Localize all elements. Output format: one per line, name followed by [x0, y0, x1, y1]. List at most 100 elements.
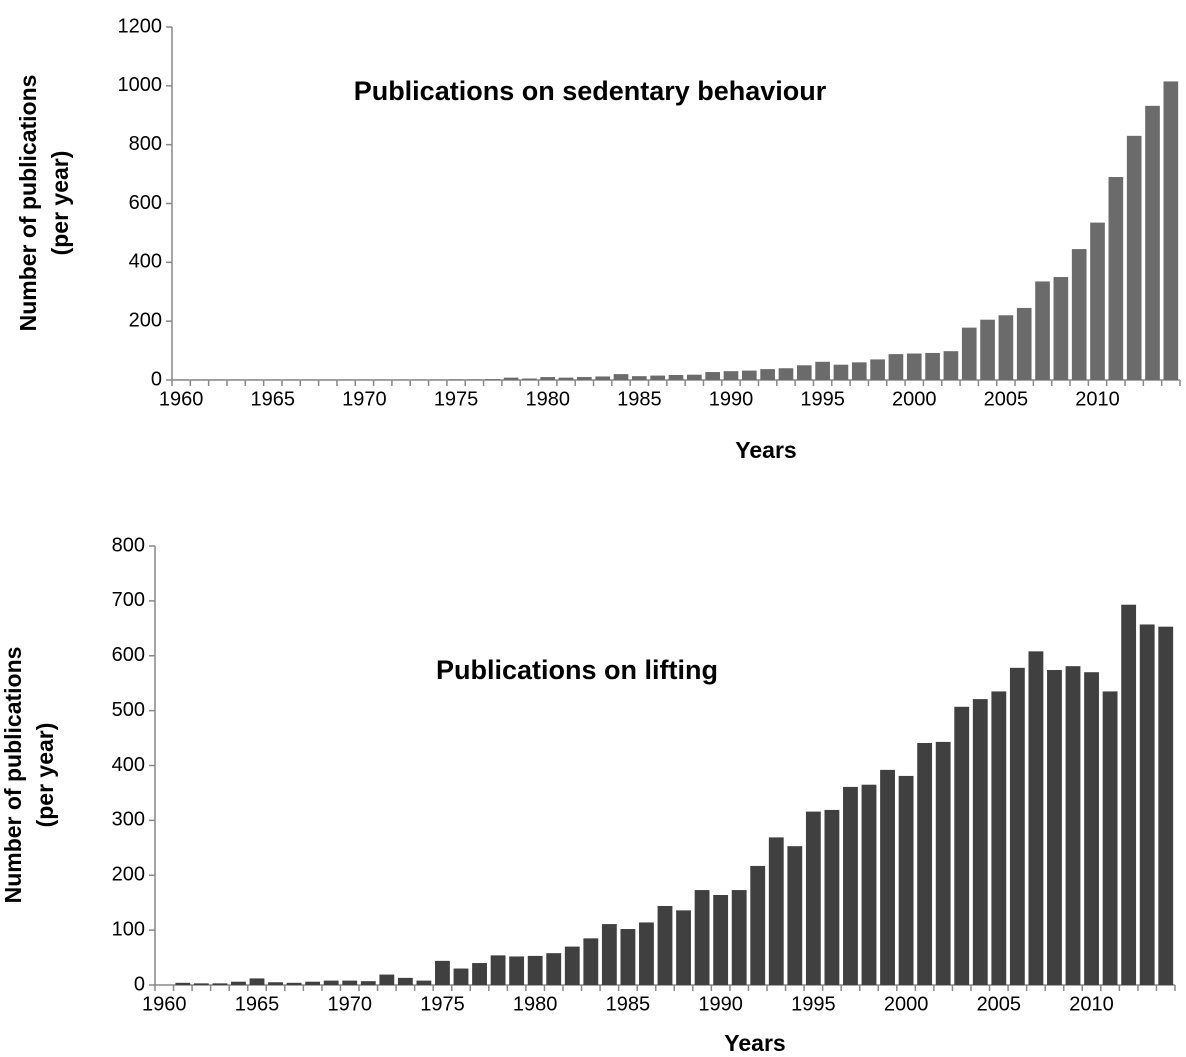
bar [639, 922, 654, 985]
bar [175, 982, 191, 985]
bar [509, 956, 525, 985]
bar [448, 379, 464, 380]
y-axis-title: Number of publications [0, 647, 26, 904]
y-tick-label: 1000 [118, 74, 163, 96]
y-axis-title: Number of publications [15, 75, 41, 332]
bar [961, 327, 977, 380]
bar [1102, 691, 1118, 985]
x-tick-label: 1975 [420, 993, 465, 1015]
x-tick-label: 2005 [984, 388, 1029, 410]
bar [741, 370, 757, 380]
bar [650, 375, 666, 380]
bar [980, 319, 995, 380]
bar [723, 371, 739, 380]
x-tick-label: 1985 [606, 993, 651, 1015]
bar [705, 372, 720, 380]
x-axis-title: Years [724, 1030, 785, 1056]
y-axis-title: (per year) [47, 151, 73, 256]
bar [972, 699, 988, 985]
bar [467, 379, 482, 380]
bar [485, 379, 501, 380]
x-tick-label: 1965 [251, 388, 296, 410]
bar [522, 378, 537, 380]
x-tick-label: 2000 [892, 388, 937, 410]
bar [342, 980, 358, 985]
bar [760, 369, 775, 380]
bar [935, 741, 951, 985]
x-tick-label: 1995 [791, 993, 836, 1015]
bar [925, 352, 940, 380]
x-tick-label: 1960 [142, 993, 187, 1015]
bar [805, 811, 821, 985]
bar [1121, 604, 1137, 985]
x-tick-label: 1975 [434, 388, 479, 410]
chart-title: Publications on lifting [436, 655, 718, 685]
y-tick-label: 800 [129, 133, 162, 155]
bar [595, 376, 611, 380]
x-tick-label: 2005 [977, 993, 1022, 1015]
x-tick-label: 1980 [513, 993, 558, 1015]
bar [833, 364, 849, 380]
y-tick-label: 200 [129, 309, 162, 331]
bar [954, 706, 970, 985]
bar [750, 865, 766, 985]
bar [657, 905, 673, 985]
bar [632, 376, 647, 380]
bar [778, 368, 794, 380]
chart-title: Publications on sedentary behaviour [354, 76, 827, 106]
x-tick-label: 1980 [525, 388, 570, 410]
bar [1071, 249, 1087, 380]
x-tick-label: 1965 [235, 993, 280, 1015]
bar [323, 980, 339, 985]
bar [286, 982, 302, 985]
bar [888, 354, 904, 380]
bar [472, 963, 487, 985]
bar [917, 743, 933, 985]
x-tick-label: 1990 [709, 388, 754, 410]
y-tick-label: 500 [112, 699, 145, 721]
y-tick-label: 0 [151, 368, 162, 390]
bar [193, 983, 209, 985]
bar [360, 981, 376, 985]
x-tick-label: 2010 [1075, 388, 1120, 410]
bar [870, 359, 885, 380]
bar [686, 374, 702, 380]
bar [305, 981, 321, 985]
bar [694, 890, 710, 985]
bar [268, 982, 283, 985]
bar [435, 960, 450, 985]
bar [1158, 626, 1174, 985]
bar [558, 377, 574, 380]
bar [906, 353, 922, 380]
bar [1053, 277, 1069, 380]
bar [577, 377, 592, 380]
bar [1145, 105, 1160, 380]
bar [824, 809, 840, 985]
y-axis-title: (per year) [32, 723, 58, 828]
y-tick-label: 600 [129, 192, 162, 214]
bar [1139, 624, 1155, 985]
y-tick-label: 600 [112, 644, 145, 666]
bar [1126, 135, 1142, 380]
x-tick-label: 1995 [800, 388, 845, 410]
bar [212, 983, 228, 985]
bar [880, 769, 895, 985]
bar [843, 786, 858, 985]
y-tick-label: 200 [112, 864, 145, 886]
y-tick-label: 400 [129, 251, 162, 273]
bar [583, 938, 599, 985]
bar [231, 981, 246, 985]
bar [668, 374, 684, 380]
bar [620, 929, 636, 985]
bar [998, 315, 1014, 380]
bar [564, 946, 580, 985]
bar [1108, 177, 1124, 380]
x-tick-label: 1970 [327, 993, 372, 1015]
bar [796, 365, 812, 380]
bar [1028, 651, 1044, 985]
bar [503, 377, 519, 380]
y-tick-label: 700 [112, 589, 145, 611]
bar [249, 978, 265, 985]
bar [676, 910, 691, 985]
bar [1009, 667, 1025, 985]
